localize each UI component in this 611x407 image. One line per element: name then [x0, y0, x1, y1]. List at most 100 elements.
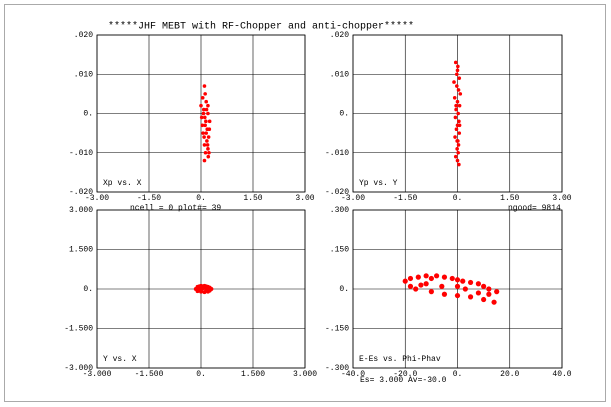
- point: [467, 279, 474, 286]
- point: [456, 111, 460, 116]
- x-tick-label: 0.: [196, 370, 206, 379]
- x-tick-label: -3.00: [341, 194, 365, 203]
- point: [428, 275, 434, 282]
- point: [207, 119, 212, 124]
- point: [460, 278, 466, 284]
- point: [201, 111, 206, 116]
- x-tick-label: -20.0: [393, 370, 417, 379]
- point: [202, 135, 206, 139]
- point: [453, 135, 457, 139]
- point: [201, 131, 205, 135]
- point: [454, 127, 459, 131]
- point: [457, 131, 462, 135]
- x-tick-label: -1.50: [393, 194, 417, 203]
- point: [441, 274, 448, 280]
- point: [486, 291, 492, 297]
- point: [204, 131, 208, 135]
- x-tick-label: -3.00: [85, 194, 109, 203]
- x-tick-label: 20.0: [500, 370, 519, 379]
- point: [207, 288, 212, 293]
- y-tick-label: 3.000: [69, 206, 93, 215]
- y-tick-label: 0.: [339, 110, 349, 119]
- point: [457, 119, 461, 124]
- point: [456, 64, 460, 69]
- point: [202, 285, 207, 290]
- point: [207, 150, 211, 155]
- x-tick-label: 0.: [453, 370, 463, 379]
- y-tick-label: -.010: [69, 149, 93, 158]
- point: [205, 139, 209, 143]
- point: [454, 283, 461, 289]
- point: [415, 274, 421, 280]
- point: [206, 111, 210, 116]
- x-tick-label: 0.: [453, 194, 463, 203]
- x-tick-label: -1.500: [135, 370, 164, 379]
- y-tick-label: .010: [330, 70, 349, 79]
- point: [413, 286, 419, 292]
- point: [453, 115, 458, 120]
- y-tick-label: -.150: [325, 325, 349, 334]
- point: [206, 135, 211, 139]
- point: [200, 123, 205, 128]
- point: [454, 277, 461, 283]
- point: [475, 290, 481, 296]
- point: [439, 283, 445, 289]
- point: [462, 286, 468, 292]
- y-tick-label: 0.: [83, 110, 93, 119]
- point: [486, 286, 492, 292]
- point: [491, 299, 497, 305]
- point: [203, 115, 207, 120]
- point: [207, 127, 212, 131]
- point: [206, 154, 211, 159]
- y-tick-label: -.020: [325, 188, 349, 197]
- point: [457, 123, 462, 128]
- point: [204, 107, 209, 112]
- panel-label: Xp vs. X: [103, 179, 142, 188]
- y-tick-label: .010: [74, 70, 93, 79]
- point: [407, 275, 414, 282]
- y-tick-label: 1.500: [69, 246, 93, 255]
- y-tick-label: -1.500: [64, 325, 93, 334]
- point: [418, 282, 424, 288]
- annotation: Es= 3.000 Av=-30.0: [360, 376, 447, 385]
- x-tick-label: -3.000: [83, 370, 112, 379]
- point: [455, 147, 459, 151]
- point: [455, 139, 459, 143]
- point: [457, 76, 462, 80]
- point: [452, 80, 456, 84]
- point: [199, 288, 203, 293]
- point: [455, 72, 459, 77]
- point: [423, 281, 429, 287]
- point: [206, 147, 210, 151]
- point: [203, 150, 208, 155]
- point: [203, 92, 207, 96]
- x-tick-label: -40.0: [341, 370, 365, 379]
- point: [201, 107, 206, 112]
- y-tick-label: -3.000: [64, 364, 93, 373]
- point: [456, 150, 460, 155]
- point: [206, 103, 210, 108]
- x-tick-label: 1.500: [241, 370, 265, 379]
- point: [455, 68, 460, 73]
- point: [475, 281, 481, 287]
- y-tick-label: .020: [330, 31, 349, 40]
- point: [202, 158, 207, 163]
- point: [455, 84, 459, 88]
- point: [202, 143, 207, 147]
- x-tick-label: 3.00: [552, 194, 571, 203]
- x-tick-label: 1.50: [500, 194, 519, 203]
- point: [454, 107, 458, 112]
- point: [457, 162, 461, 167]
- point: [204, 119, 208, 124]
- x-tick-label: 3.00: [295, 194, 314, 203]
- point: [203, 123, 207, 128]
- panel-label: E-Es vs. Phi-Phav: [359, 355, 441, 364]
- y-tick-label: 0.: [83, 285, 93, 294]
- point: [200, 96, 205, 100]
- point: [434, 273, 440, 279]
- y-tick-label: .020: [74, 31, 93, 40]
- point: [467, 294, 474, 300]
- point: [452, 96, 457, 100]
- point: [455, 99, 460, 104]
